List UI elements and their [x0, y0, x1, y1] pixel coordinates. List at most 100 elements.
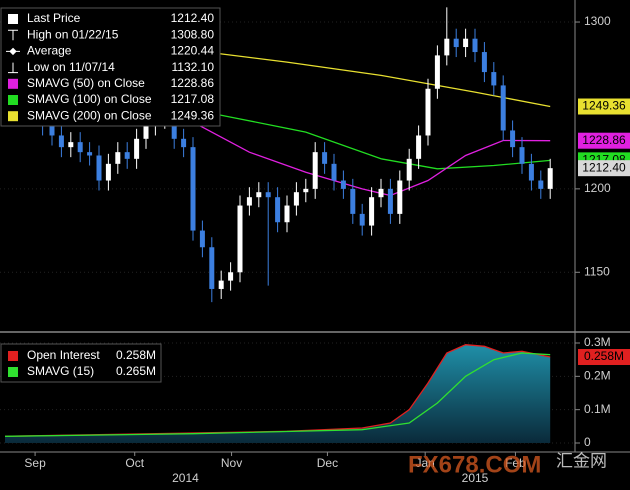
candle-body — [77, 142, 83, 153]
candle-body — [199, 230, 205, 248]
candle-body — [444, 38, 450, 56]
legend-label: High on 01/22/15 — [27, 27, 119, 41]
candle-body — [547, 168, 553, 189]
candle-body — [463, 38, 469, 48]
candle-body — [303, 188, 309, 193]
legend-label: SMAVG (100) on Close — [27, 92, 152, 106]
series-line — [4, 352, 551, 437]
watermark: FX678.COM — [408, 451, 541, 478]
year-label: 2014 — [172, 471, 199, 485]
candle-body — [331, 163, 337, 181]
y-tick-label: 0.1M — [584, 402, 611, 416]
candle-body — [491, 72, 497, 86]
legend-swatch — [8, 78, 18, 89]
candle-body — [519, 147, 525, 164]
last-price-box — [578, 160, 630, 177]
candle-body — [190, 147, 196, 231]
candle-body — [68, 142, 74, 148]
overlay: Last Price 1212.40 High on 01/22/15 1308.80… — [6, 11, 630, 478]
legend-icon — [8, 29, 18, 41]
legend-swatch — [8, 111, 18, 122]
series-line — [136, 96, 551, 197]
legend-swatch — [8, 14, 18, 24]
candle-body — [237, 205, 243, 273]
candle-body — [87, 152, 93, 156]
y-tick-label: 1200 — [584, 181, 611, 195]
candle-body — [481, 52, 487, 73]
candle-body — [510, 130, 516, 148]
legend-label: Last Price — [27, 11, 81, 25]
candle-body — [293, 192, 299, 206]
legend-value: 1220.44 — [171, 44, 215, 58]
x-tick-label: Dec — [317, 456, 338, 470]
candle-body — [265, 192, 271, 198]
area-fill — [5, 344, 551, 443]
last-value-box — [578, 98, 630, 115]
candle-body — [378, 188, 384, 198]
candle-body — [143, 125, 149, 139]
candle-body — [58, 135, 64, 148]
legend-label: SMAVG (50) on Close — [27, 76, 145, 90]
last-value-box — [578, 132, 630, 149]
candle-body — [350, 188, 356, 214]
legend-label: Open Interest — [27, 348, 100, 362]
legend-label: SMAVG (15) — [27, 364, 94, 378]
candle-body — [209, 247, 215, 289]
legend-value: 1212.40 — [171, 11, 215, 25]
candle-body — [124, 152, 130, 159]
x-tick-label: Oct — [125, 456, 144, 470]
watermark: 汇金网 — [556, 451, 607, 470]
legend-label: Average — [27, 44, 72, 58]
last-value-box-text: 1249.36 — [582, 99, 626, 113]
candle-body — [105, 163, 111, 181]
legend-value: 1228.86 — [171, 76, 215, 90]
candle-body — [218, 280, 224, 289]
candle-body — [453, 38, 459, 48]
last-value-box — [578, 349, 630, 365]
legend-value: 1217.08 — [171, 92, 215, 106]
candle-body — [49, 125, 55, 136]
year-label: 2015 — [462, 471, 489, 485]
legend-value: 0.265M — [116, 364, 156, 378]
x-tick-label: Nov — [221, 456, 242, 470]
candle-body — [340, 180, 346, 189]
price-legend — [0, 7, 221, 127]
x-tick-label: Feb — [505, 456, 526, 470]
legend-icon — [8, 62, 18, 74]
candle-body — [256, 192, 262, 198]
y-tick-label: 0 — [584, 435, 591, 449]
legend-value: 1249.36 — [171, 108, 215, 122]
candle-body — [284, 205, 290, 223]
candle-body — [322, 152, 328, 164]
y-tick-label: 0.3M — [584, 335, 611, 349]
candle-body — [181, 138, 187, 148]
legend-value: 0.258M — [116, 348, 156, 362]
candle-body — [538, 180, 544, 189]
candle-body — [406, 158, 412, 181]
candle-body — [246, 197, 252, 206]
last-price-box-text: 1212.40 — [582, 160, 626, 174]
legend-swatch — [8, 95, 18, 105]
last-value-box-text: 1228.86 — [582, 133, 626, 147]
candle-body — [500, 85, 506, 131]
candle-body — [134, 138, 140, 159]
legend-label: Low on 11/07/14 — [27, 60, 115, 74]
oi-legend — [0, 343, 162, 383]
candle-body — [96, 155, 102, 181]
legend-swatch — [8, 367, 18, 377]
candle-body — [425, 88, 431, 136]
candle-body — [528, 163, 534, 181]
candle-body — [359, 213, 365, 226]
legend-swatch — [8, 351, 18, 361]
candle-body — [275, 197, 281, 223]
candle-body — [387, 188, 393, 214]
candle-body — [416, 135, 422, 159]
y-tick-label: 1300 — [584, 14, 611, 28]
y-tick-label: 0.2M — [584, 369, 611, 383]
candle-body — [312, 152, 318, 189]
legend-label: SMAVG (200) on Close — [27, 108, 152, 122]
x-tick-label: Jan — [416, 456, 435, 470]
x-tick-label: Sep — [24, 456, 46, 470]
y-tick-label: 1150 — [584, 264, 610, 278]
